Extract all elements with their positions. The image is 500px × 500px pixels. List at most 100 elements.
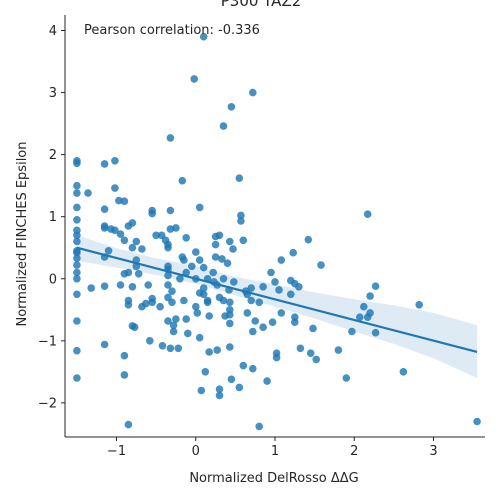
scatter-points — [73, 32, 481, 431]
pearson-annotation: Pearson correlation: -0.336 — [84, 23, 260, 38]
scatter-point — [235, 383, 244, 392]
scatter-point — [415, 301, 424, 309]
y-tick-label: −1 — [38, 334, 57, 349]
scatter-point — [172, 224, 180, 232]
scatter-point — [166, 344, 175, 353]
scatter-point — [192, 302, 200, 311]
scatter-point — [188, 262, 196, 271]
scatter-point — [195, 256, 204, 264]
x-tick-label: 2 — [350, 444, 358, 459]
scatter-point — [259, 323, 267, 332]
x-tick-label: 1 — [271, 444, 279, 459]
x-ticks: −1 0 1 2 3 — [107, 437, 438, 459]
scatter-point — [73, 374, 81, 382]
scatter-point — [235, 174, 244, 182]
scatter-point — [289, 248, 298, 257]
scatter-point — [371, 282, 380, 291]
scatter-point — [277, 256, 286, 264]
scatter-point — [73, 290, 81, 299]
scatter-point — [116, 230, 125, 238]
y-ticks: −2 −1 0 1 2 3 4 — [38, 24, 65, 411]
scatter-point — [158, 342, 167, 350]
scatter-point — [124, 268, 133, 277]
scatter-point — [124, 420, 133, 429]
scatter-point — [199, 263, 208, 272]
scatter-point — [169, 327, 178, 336]
scatter-point — [334, 346, 343, 354]
scatter-point — [195, 203, 204, 212]
scatter-point — [128, 243, 137, 252]
scatter-point — [399, 368, 408, 376]
scatter-point — [211, 240, 220, 249]
scatter-point — [148, 209, 156, 218]
y-tick-label: 0 — [49, 272, 57, 287]
scatter-point — [317, 261, 325, 269]
x-axis-label: Normalized DelRosso ΔΔG — [189, 471, 358, 486]
scatter-point — [247, 284, 255, 292]
scatter-point — [190, 75, 198, 83]
scatter-point — [218, 255, 226, 263]
scatter-point — [227, 103, 236, 111]
scatter-point — [73, 237, 81, 246]
scatter-point — [226, 343, 234, 351]
scatter-point — [366, 292, 374, 300]
scatter-point — [213, 346, 221, 354]
scatter-point — [146, 337, 154, 345]
scatter-point — [219, 122, 228, 130]
scatter-point — [215, 391, 224, 400]
scatter-point — [134, 270, 143, 278]
scatter-point — [138, 245, 146, 253]
scatter-point — [144, 281, 152, 289]
scatter-point — [255, 298, 263, 307]
scatter-point — [111, 184, 119, 192]
scatter-point — [205, 348, 213, 356]
scatter-point — [174, 344, 183, 353]
scatter-point — [166, 134, 175, 142]
scatter-point — [73, 317, 81, 325]
scatter-point — [184, 329, 192, 338]
scatter-point — [100, 224, 109, 232]
scatter-point — [277, 309, 286, 317]
scatter-point — [164, 317, 172, 325]
scatter-point — [172, 315, 180, 323]
scatter-point — [348, 327, 356, 336]
scatter-point — [195, 333, 204, 342]
scatter-point — [275, 286, 283, 294]
scatter-point — [237, 211, 245, 220]
scatter-point — [180, 296, 188, 305]
scatter-point — [239, 361, 248, 370]
scatter-point — [182, 234, 190, 242]
scatter-point — [100, 340, 109, 349]
scatter-point — [169, 321, 178, 330]
scatter-point — [73, 159, 81, 168]
scatter-point — [199, 32, 208, 41]
scatter-point — [291, 318, 299, 327]
y-tick-label: 1 — [49, 210, 57, 225]
scatter-point — [473, 417, 481, 426]
scatter-point — [366, 309, 374, 317]
scatter-point — [124, 301, 133, 309]
chart-title: P300 TAZ2 — [221, 0, 302, 10]
scatter-point — [199, 290, 208, 299]
scatter-point — [116, 281, 125, 289]
scatter-point — [182, 268, 190, 277]
scatter-point — [168, 287, 176, 296]
scatter-point — [267, 268, 275, 277]
scatter-point — [130, 323, 139, 332]
scatter-point — [73, 181, 81, 190]
scatter-point — [152, 231, 160, 240]
scatter-point — [73, 216, 81, 224]
scatter-point — [180, 256, 188, 264]
scatter-point — [111, 226, 119, 235]
scatter-point — [255, 422, 263, 431]
scatter-point — [209, 268, 217, 277]
scatter-point — [192, 248, 200, 256]
scatter-point — [132, 237, 141, 246]
scatter-point — [226, 237, 234, 246]
scatter-point — [219, 296, 228, 305]
scatter-point — [156, 302, 164, 311]
scatter-point — [73, 231, 81, 240]
scatter-point — [201, 368, 210, 376]
scatter-point — [304, 235, 313, 244]
